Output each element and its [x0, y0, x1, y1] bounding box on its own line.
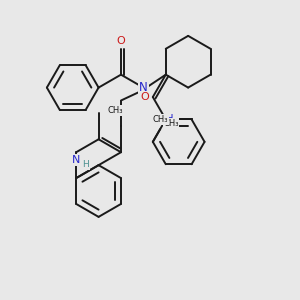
Text: NH: NH: [158, 114, 173, 124]
Text: CH₃: CH₃: [152, 115, 168, 124]
Text: N: N: [139, 81, 148, 94]
Text: CH₃: CH₃: [163, 118, 179, 127]
Text: N: N: [72, 155, 80, 165]
Text: H: H: [82, 160, 89, 169]
Text: CH₃: CH₃: [107, 106, 123, 115]
Text: O: O: [140, 92, 149, 102]
Text: O: O: [117, 36, 125, 46]
